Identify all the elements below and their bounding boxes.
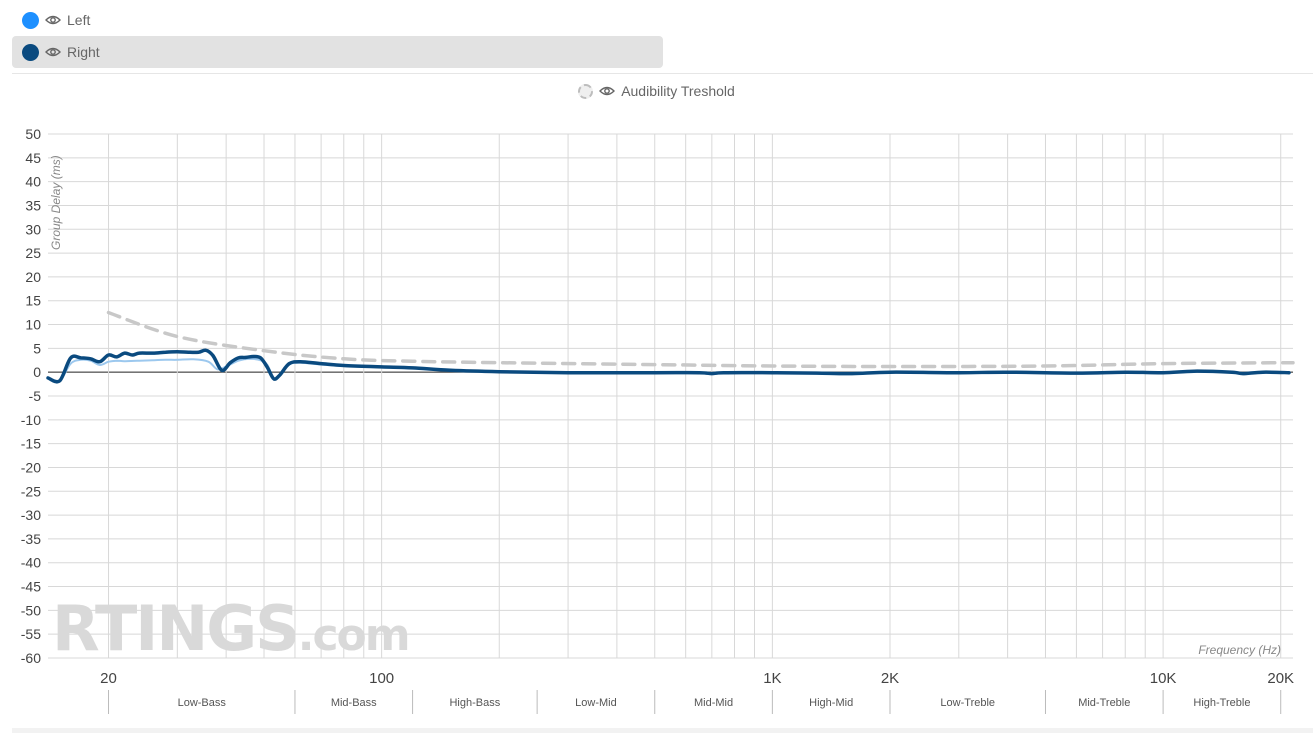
- grid: [48, 133, 1293, 659]
- x-tick-label: 100: [369, 670, 394, 687]
- y-tick-label: 15: [25, 293, 41, 309]
- y-tick-label: 20: [25, 269, 41, 285]
- series-line-audibility-treshold: [106, 310, 1295, 369]
- series-lines: [46, 310, 1295, 384]
- band-label: Mid-Treble: [1078, 697, 1130, 709]
- watermark-brand: RTINGS: [52, 592, 300, 665]
- footer-strip: [12, 728, 1313, 733]
- y-tick-label: -20: [21, 459, 41, 475]
- band-label: High-Bass: [449, 697, 500, 709]
- series-line-right: [46, 348, 1291, 384]
- y-tick-label: 5: [33, 340, 41, 356]
- x-axis-title: Frequency (Hz): [1198, 643, 1281, 657]
- eye-icon[interactable]: [45, 46, 61, 58]
- y-tick-label: -45: [21, 579, 41, 595]
- threshold-swatch: [578, 83, 594, 99]
- y-tick-label: -5: [29, 388, 42, 404]
- threshold-legend[interactable]: Audibility Treshold: [0, 80, 1313, 102]
- y-axis-title: Group Delay (ms): [49, 155, 63, 250]
- divider: [12, 73, 1313, 74]
- y-tick-label: -35: [21, 531, 41, 547]
- x-tick-label: 2K: [881, 670, 899, 687]
- band-label: High-Treble: [1193, 697, 1250, 709]
- x-tick-label: 1K: [763, 670, 781, 687]
- y-tick-label: -55: [21, 626, 41, 642]
- left-color-swatch: [22, 11, 39, 29]
- y-tick-label: 45: [25, 150, 41, 166]
- band-label: Low-Mid: [575, 697, 617, 709]
- y-tick-label: -60: [21, 650, 41, 666]
- x-axis-ticks: 20 100 1K 2K 10K 20K: [100, 670, 1294, 687]
- x-tick-label: 20: [100, 670, 117, 687]
- x-tick-label: 10K: [1150, 670, 1177, 687]
- right-color-swatch: [22, 43, 39, 61]
- watermark-suffix: .com: [297, 610, 411, 661]
- band-label: Low-Bass: [178, 697, 227, 709]
- band-label: Mid-Bass: [331, 697, 377, 709]
- y-tick-label: 40: [25, 174, 41, 190]
- band-label: Low-Treble: [940, 697, 995, 709]
- y-tick-label: 35: [25, 197, 41, 213]
- band-label: Mid-Mid: [694, 697, 733, 709]
- y-tick-label: 30: [25, 221, 41, 237]
- y-tick-label: -40: [21, 555, 41, 571]
- y-tick-label: -50: [21, 602, 41, 618]
- legend-label-right: Right: [67, 44, 100, 60]
- y-tick-label: 10: [25, 317, 41, 333]
- legend-item-right[interactable]: Right: [12, 36, 663, 68]
- legend-label-left: Left: [67, 12, 91, 28]
- y-tick-label: 50: [25, 126, 41, 142]
- rtings-watermark: RTINGS.com: [52, 592, 411, 665]
- y-tick-label: -10: [21, 412, 41, 428]
- y-tick-label: 25: [25, 245, 41, 261]
- x-tick-label: 20K: [1267, 670, 1294, 687]
- threshold-label: Audibility Treshold: [621, 83, 735, 99]
- legend-item-left[interactable]: Left: [12, 4, 663, 36]
- y-tick-label: -25: [21, 483, 41, 499]
- y-tick-label: -15: [21, 436, 41, 452]
- y-tick-label: -30: [21, 507, 41, 523]
- eye-icon[interactable]: [599, 85, 616, 97]
- frequency-bands: Low-Bass Mid-Bass High-Bass Low-Mid Mid-Mid H…: [108, 690, 1282, 714]
- y-axis-ticks: 50454035302520151050-5-10-15-20-25-30-35…: [21, 126, 41, 666]
- eye-icon[interactable]: [45, 14, 61, 26]
- y-tick-label: 0: [33, 364, 41, 380]
- band-label: High-Mid: [809, 697, 853, 709]
